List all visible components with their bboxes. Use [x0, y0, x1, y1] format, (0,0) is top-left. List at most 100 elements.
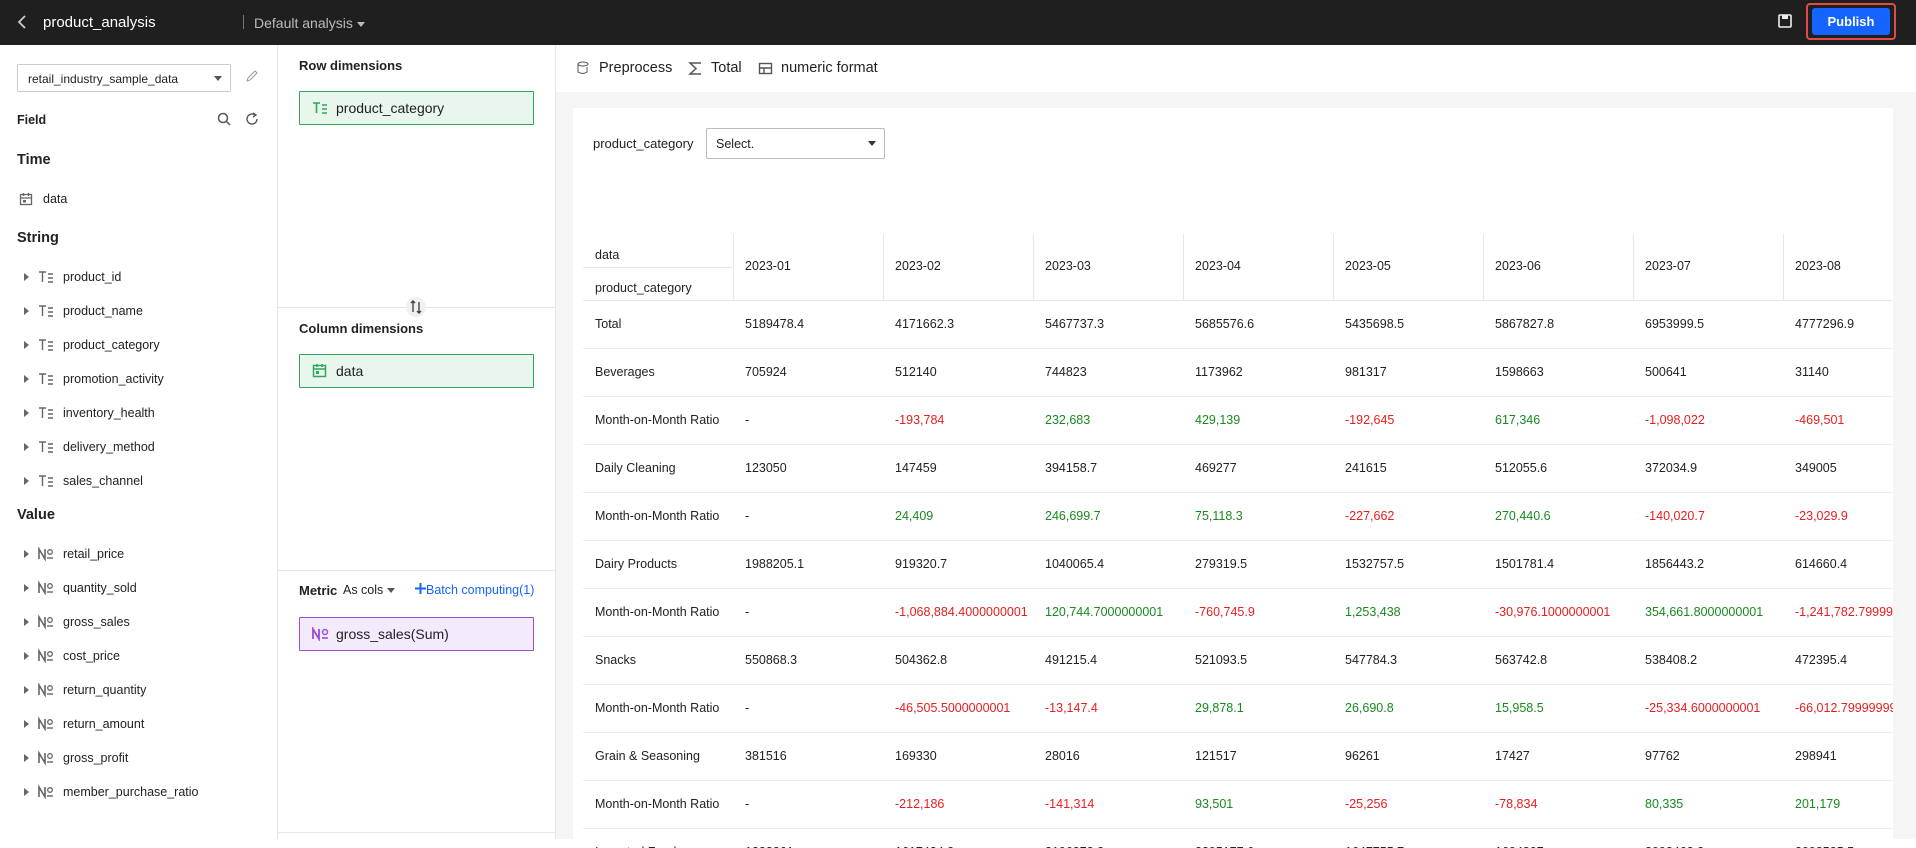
row-border — [583, 492, 1893, 493]
metric-mode[interactable]: As cols — [343, 583, 395, 597]
cell: 4777296.9 — [1795, 316, 1855, 331]
cell: 2295177.6 — [1195, 828, 1329, 848]
pivot-area: Preprocess Total numeric format product_ca… — [556, 45, 1916, 848]
field-label: Field — [17, 113, 47, 127]
cell: 4171662.3 — [895, 316, 955, 331]
row-dimensions-title: Row dimensions — [299, 58, 403, 73]
value-icon — [38, 683, 53, 697]
cell: 1856443.2 — [1645, 556, 1705, 571]
row-border — [583, 540, 1893, 541]
search-icon[interactable] — [217, 112, 232, 127]
field-item[interactable]: delivery_method — [0, 437, 277, 457]
cell: -760,745.9 — [1195, 604, 1255, 619]
filter-select[interactable]: Select. — [706, 128, 885, 159]
back-button[interactable] — [16, 14, 28, 30]
cell: 512140 — [895, 364, 937, 379]
cell: -141,314 — [1045, 796, 1095, 811]
toolbar-item[interactable]: numeric format — [781, 60, 878, 76]
value-icon — [38, 615, 53, 629]
field-item[interactable]: product_category — [0, 335, 277, 355]
cell: 123050 — [745, 460, 787, 475]
batch-computing-link[interactable]: Batch computing(1) — [415, 583, 534, 597]
refresh-icon[interactable] — [245, 112, 260, 127]
cell: 5685576.6 — [1195, 316, 1255, 331]
column-header: 2023-02 — [895, 259, 941, 273]
cell: 2998585.5 — [1795, 828, 1893, 848]
row-dimension-name: product_category — [336, 100, 445, 116]
field-item[interactable]: promotion_activity — [0, 369, 277, 389]
analysis-selector[interactable]: Default analysis — [254, 15, 365, 31]
swap-button[interactable] — [406, 297, 426, 317]
field-item[interactable]: return_quantity — [0, 680, 277, 700]
row-border — [583, 684, 1893, 685]
cell: 744823 — [1045, 364, 1087, 379]
batch-computing-label: Batch computing(1) — [426, 583, 535, 597]
column-dimension-chip[interactable]: data — [299, 354, 534, 388]
cell: 1040065.4 — [1045, 556, 1105, 571]
string-icon — [39, 339, 53, 351]
cell: -25,256 — [1345, 796, 1388, 811]
field-item[interactable]: product_name — [0, 301, 277, 321]
field-item[interactable]: cost_price — [0, 646, 277, 666]
cell: 28016 — [1045, 748, 1080, 763]
field-name: retail_price — [63, 547, 125, 561]
cell: 298941 — [1795, 748, 1837, 763]
cell: -23,029.9 — [1795, 508, 1848, 523]
string-icon — [39, 407, 53, 419]
cell: -30,976.1000000001 — [1495, 604, 1611, 619]
dataset-select[interactable]: retail_industry_sample_data — [17, 64, 231, 92]
toolbar-item[interactable]: Preprocess — [599, 60, 673, 76]
cell: -469,501 — [1795, 412, 1845, 427]
corner-bottom: product_category — [595, 281, 692, 295]
cell: 429,139 — [1195, 412, 1241, 427]
metric-name: gross_sales(Sum) — [336, 626, 449, 642]
cell: -1,068,884.4000000001 — [895, 604, 1028, 619]
field-item[interactable]: retail_price — [0, 544, 277, 564]
cell: -78,834 — [1495, 796, 1538, 811]
field-item[interactable]: product_id — [0, 267, 277, 287]
field-item[interactable]: return_amount — [0, 714, 277, 734]
field-item[interactable]: gross_sales — [0, 612, 277, 632]
field-item[interactable]: sales_channel — [0, 471, 277, 491]
cell: 246,699.7 — [1045, 508, 1101, 523]
column-dimension-name: data — [336, 363, 364, 379]
dimension-panel: Row dimensions product_category Column d… — [278, 45, 556, 839]
field-item[interactable]: data — [0, 189, 277, 209]
row-dimension-chip[interactable]: product_category — [299, 91, 534, 125]
total-icon — [688, 62, 701, 75]
field-item[interactable]: gross_profit — [0, 748, 277, 768]
cell: 232,683 — [1045, 412, 1091, 427]
metric-chip[interactable]: gross_sales(Sum) — [299, 617, 534, 651]
cell: 512055.6 — [1495, 460, 1548, 475]
row-header: Total — [595, 316, 622, 331]
cell: 17427 — [1495, 748, 1530, 763]
cell: 469277 — [1195, 460, 1237, 475]
value-icon — [38, 785, 53, 799]
field-name: delivery_method — [63, 440, 155, 454]
save-icon[interactable] — [1777, 13, 1793, 29]
cell: 1532757.5 — [1345, 556, 1405, 571]
cell: 1382261 — [745, 828, 879, 848]
cell: -25,334.6000000001 — [1645, 700, 1761, 715]
separator — [243, 15, 244, 29]
string-icon — [39, 373, 53, 385]
publish-button[interactable]: Publish — [1812, 8, 1890, 35]
column-header: 2023-06 — [1495, 259, 1541, 273]
row-header: Month-on-Month Ratio — [595, 508, 720, 523]
row-header: Month-on-Month Ratio — [595, 412, 720, 427]
row-header: Beverages — [595, 364, 655, 379]
edit-icon[interactable] — [245, 69, 259, 83]
field-item[interactable]: inventory_health — [0, 403, 277, 423]
row-border — [583, 732, 1893, 733]
field-item[interactable]: quantity_sold — [0, 578, 277, 598]
pivot-card: product_category Select. data product_cat… — [573, 108, 1893, 848]
row-header: Snacks — [595, 652, 636, 667]
cell: 617,346 — [1495, 412, 1541, 427]
cell: 500641 — [1645, 364, 1687, 379]
value-icon — [38, 717, 53, 731]
cell: 919320.7 — [895, 556, 948, 571]
field-item[interactable]: member_purchase_ratio — [0, 782, 277, 802]
cell: -66,012.79999999 — [1795, 700, 1893, 715]
toolbar-item[interactable]: Total — [711, 60, 742, 76]
